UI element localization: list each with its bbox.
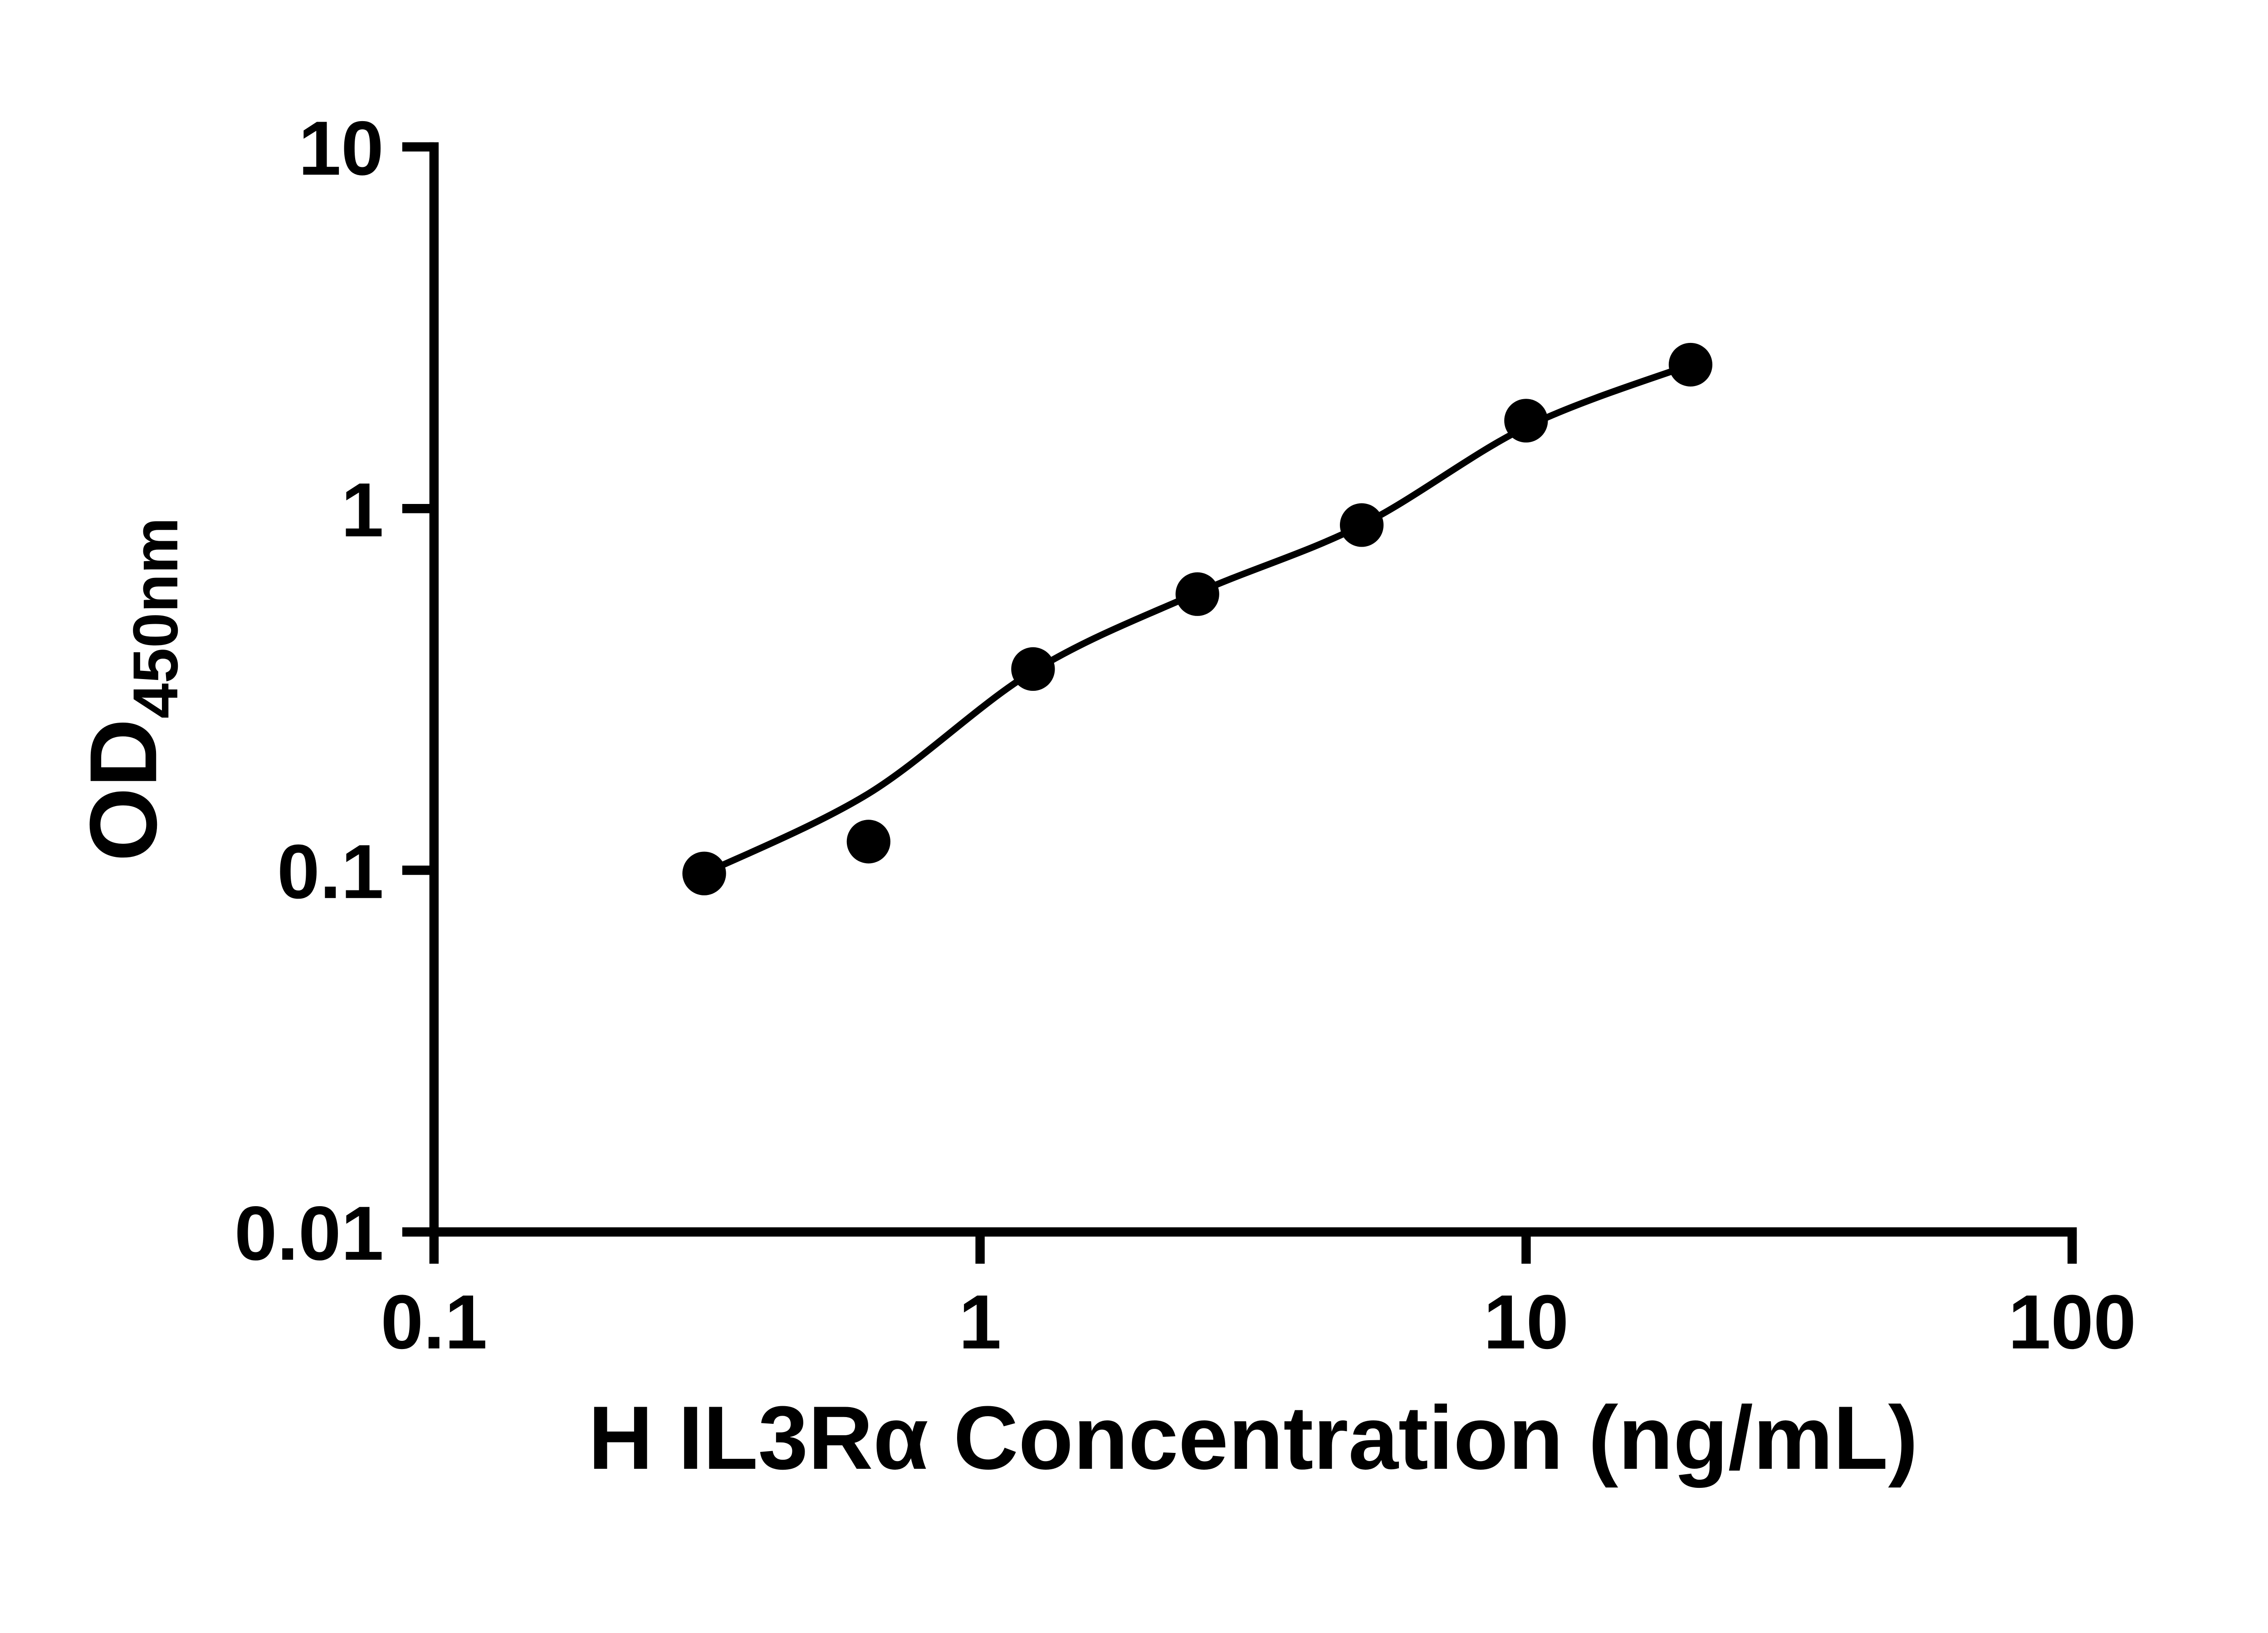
y-tick-label-1: 1	[341, 467, 384, 552]
elisa-standard-curve-page: 0.1 1 10 100 0.01 0.1 1 10 H IL3Rα Concentratio…	[70, 105, 2136, 1489]
axes	[402, 142, 2077, 1264]
x-tick-label-0.1: 0.1	[381, 1279, 487, 1365]
data-point-marker	[1175, 572, 1219, 616]
data-points	[682, 342, 1713, 895]
x-axis-title: H IL3Rα Concentration (ng/mL)	[588, 1388, 1918, 1488]
y-axis-title-subscript: 450nm	[120, 517, 191, 719]
x-tick-label-100: 100	[2008, 1279, 2136, 1365]
x-tick-label-10: 10	[1483, 1279, 1569, 1365]
data-point-marker	[1668, 342, 1713, 387]
y-axis-title-main: OD	[70, 719, 176, 861]
data-point-marker	[846, 820, 890, 864]
data-point-marker	[1339, 503, 1384, 547]
y-axis-title: OD450nm	[70, 517, 191, 861]
y-tick-label-10: 10	[298, 105, 384, 191]
y-tick-label-0.01: 0.01	[235, 1190, 384, 1276]
fit-curve	[701, 361, 1694, 877]
data-point-marker	[1011, 647, 1055, 691]
data-point-marker	[682, 851, 726, 895]
data-point-marker	[1504, 399, 1548, 443]
axis-titles: H IL3Rα Concentration (ng/mL) OD450nm	[70, 517, 1918, 1488]
axis-frame	[429, 142, 2077, 1237]
x-tick-label-1: 1	[959, 1279, 1002, 1365]
fit-curve-path	[701, 361, 1694, 877]
y-tick-label-0.1: 0.1	[277, 829, 384, 914]
